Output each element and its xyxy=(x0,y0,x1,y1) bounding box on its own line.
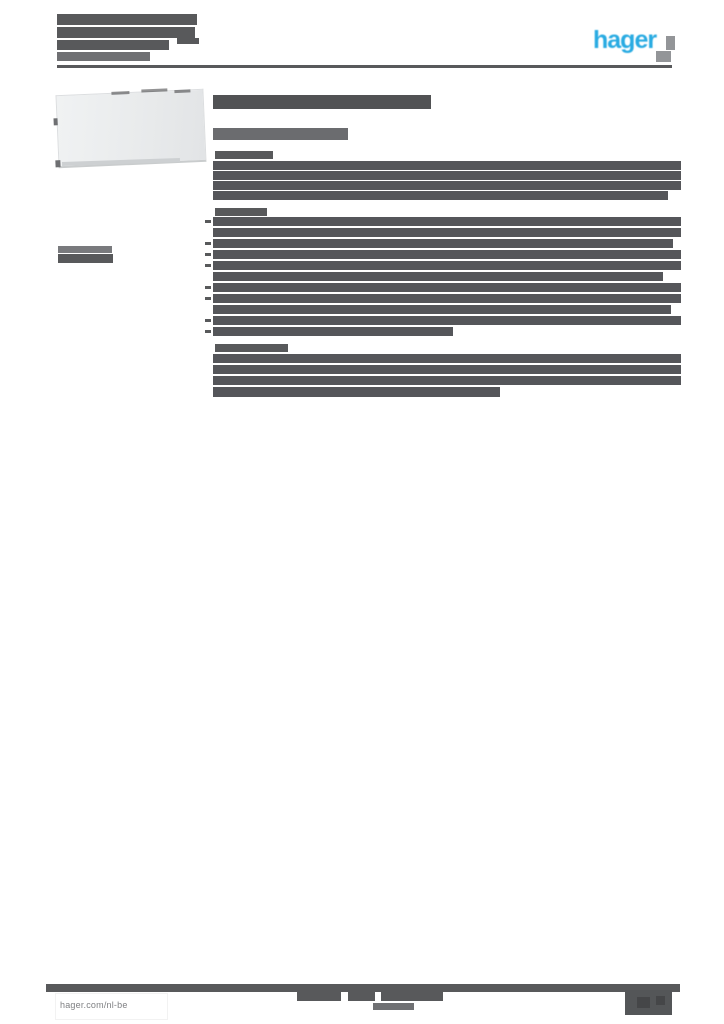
bullet-dash xyxy=(205,242,211,245)
header-text-line xyxy=(57,40,169,50)
header-text-line xyxy=(57,27,195,38)
footer-center-block xyxy=(348,992,375,1001)
bullet-line xyxy=(213,294,681,303)
bullet-dash xyxy=(205,264,211,267)
product-subtitle-line xyxy=(213,128,348,140)
footer-rule xyxy=(46,984,680,992)
footer-center-block xyxy=(381,992,443,1001)
bullet-line xyxy=(213,316,681,325)
header-text-line xyxy=(57,14,197,25)
bullet-line xyxy=(213,283,681,292)
section-subheading xyxy=(215,208,267,216)
paragraph-line xyxy=(213,354,681,363)
header-text-fragment xyxy=(177,38,199,44)
hager-logo-text: hager xyxy=(593,26,657,54)
footer-url-box: hager.com/nl-be xyxy=(55,993,168,1020)
paragraph-line xyxy=(213,365,681,374)
bullet-dash xyxy=(205,253,211,256)
hager-logo-fragment-icon xyxy=(656,51,671,62)
bullet-dash xyxy=(205,297,211,300)
bullet-line xyxy=(213,305,671,314)
bullet-line xyxy=(213,250,681,259)
bullet-line xyxy=(213,261,681,270)
footer-center-block xyxy=(297,992,341,1001)
header-text-line xyxy=(57,52,150,61)
paragraph-line xyxy=(213,387,500,397)
footer-stamp-detail xyxy=(637,997,650,1008)
paragraph-line xyxy=(213,376,681,385)
section-heading xyxy=(215,344,288,352)
footer-url-link[interactable]: hager.com/nl-be xyxy=(60,1000,128,1010)
bullet-line xyxy=(213,217,681,226)
bullet-dash xyxy=(205,220,211,223)
bullet-dash xyxy=(205,319,211,322)
paragraph-line xyxy=(213,191,668,200)
side-label-line xyxy=(58,254,113,263)
product-title-line xyxy=(213,95,431,109)
bullet-line xyxy=(213,239,673,248)
paragraph-line xyxy=(213,161,681,170)
hager-logo: hager xyxy=(593,28,683,64)
bullet-dash xyxy=(205,286,211,289)
footer-stamp-detail xyxy=(656,996,665,1005)
bullet-line xyxy=(213,228,681,237)
header-rule xyxy=(57,65,672,68)
bullet-dash xyxy=(205,330,211,333)
bullet-line xyxy=(213,272,663,281)
section-heading xyxy=(215,151,273,159)
paragraph-line xyxy=(213,171,681,180)
side-label-line xyxy=(58,246,112,253)
hager-logo-fragment-icon xyxy=(666,36,675,50)
paragraph-line xyxy=(213,181,681,190)
footer-center-block xyxy=(373,1003,414,1010)
bullet-line xyxy=(213,327,453,336)
